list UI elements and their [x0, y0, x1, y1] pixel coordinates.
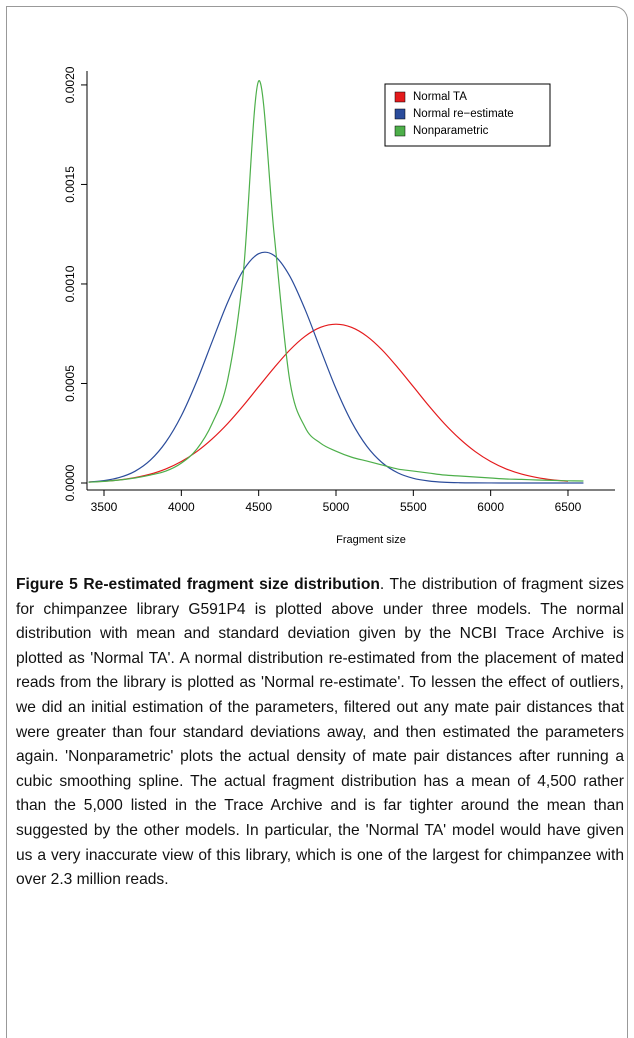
line-series: [88, 323, 569, 483]
legend-label: Normal TA: [413, 91, 467, 103]
x-tick-label: 6500: [555, 500, 582, 514]
x-tick-label: 5500: [400, 500, 427, 514]
chart: 0.0000 0.0005 0.0010 0.0015 0.0020 3500 4000 45…: [63, 66, 615, 546]
y-tick-label: 0.0005: [63, 365, 77, 402]
y-tick-label: 0.0010: [63, 265, 77, 302]
legend-box: [384, 83, 551, 147]
x-tick-label: 6000: [477, 500, 504, 514]
figure-frame: [6, 6, 628, 1038]
x-tick-label: 4000: [168, 500, 195, 514]
x-axis-label: Fragment size: [336, 534, 406, 546]
y-tick-label: 0.0000: [63, 464, 77, 501]
line-series: [88, 80, 584, 483]
caption-label: Figure 5: [16, 576, 78, 593]
caption-title: Re-estimated fragment size distribution: [83, 576, 380, 593]
y-tick-label: 0.0015: [63, 166, 77, 203]
line-series: [88, 251, 584, 484]
caption-text: . The distribution of fragment sizes for…: [16, 576, 624, 889]
legend-label: Normal re−estimate: [413, 108, 514, 120]
legend-label: Nonparametric: [413, 125, 489, 137]
x-tick-label: 3500: [91, 500, 118, 514]
caption: Figure 5 Re-estimated fragment size dist…: [16, 573, 624, 893]
x-tick-label: 5000: [323, 500, 350, 514]
x-tick-label: 4500: [245, 500, 272, 514]
legend-swatch: [394, 108, 406, 120]
legend-swatch: [394, 91, 406, 103]
legend-swatch: [394, 125, 406, 137]
y-tick-label: 0.0020: [63, 66, 77, 103]
